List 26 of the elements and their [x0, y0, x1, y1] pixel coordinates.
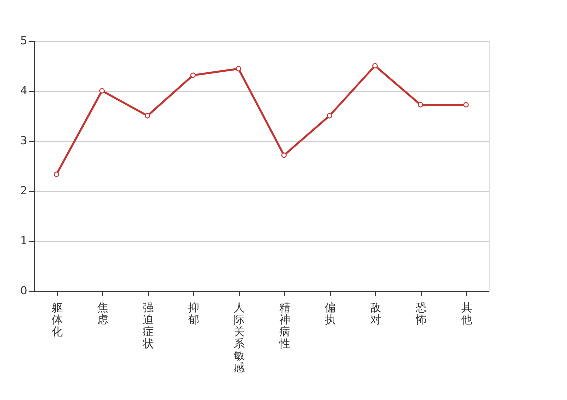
- y-tick-label: 5: [20, 34, 28, 48]
- point: [327, 113, 332, 119]
- point: [236, 66, 242, 72]
- point: [100, 88, 105, 94]
- point: [145, 113, 150, 119]
- x-tick-label: 抑郁: [188, 302, 200, 326]
- y-tick-label: 4: [20, 84, 28, 98]
- x-tick-label: 精神病性: [278, 302, 290, 350]
- y-tick-label: 2: [20, 184, 28, 198]
- point: [282, 152, 287, 158]
- x-tick-label: 其他: [461, 302, 472, 326]
- x-tick-label: 恐怖: [414, 302, 427, 326]
- x-tick-label: 强迫症状: [142, 302, 154, 350]
- point: [54, 172, 60, 178]
- y-tick-label: 0: [20, 284, 28, 298]
- x-tick-label: 躯体化: [52, 302, 63, 338]
- point: [464, 102, 469, 108]
- x-tick-label: 偏执: [324, 302, 336, 326]
- point: [190, 72, 196, 78]
- y-tick-label: 1: [20, 234, 28, 248]
- y-tick-label: 3: [20, 134, 28, 148]
- x-tick-label: 敌对: [370, 302, 382, 326]
- x-tick-label: 焦虑: [97, 302, 108, 326]
- x-tick-label: 人际关系敏感: [234, 302, 245, 374]
- point: [418, 102, 424, 108]
- point: [372, 63, 378, 69]
